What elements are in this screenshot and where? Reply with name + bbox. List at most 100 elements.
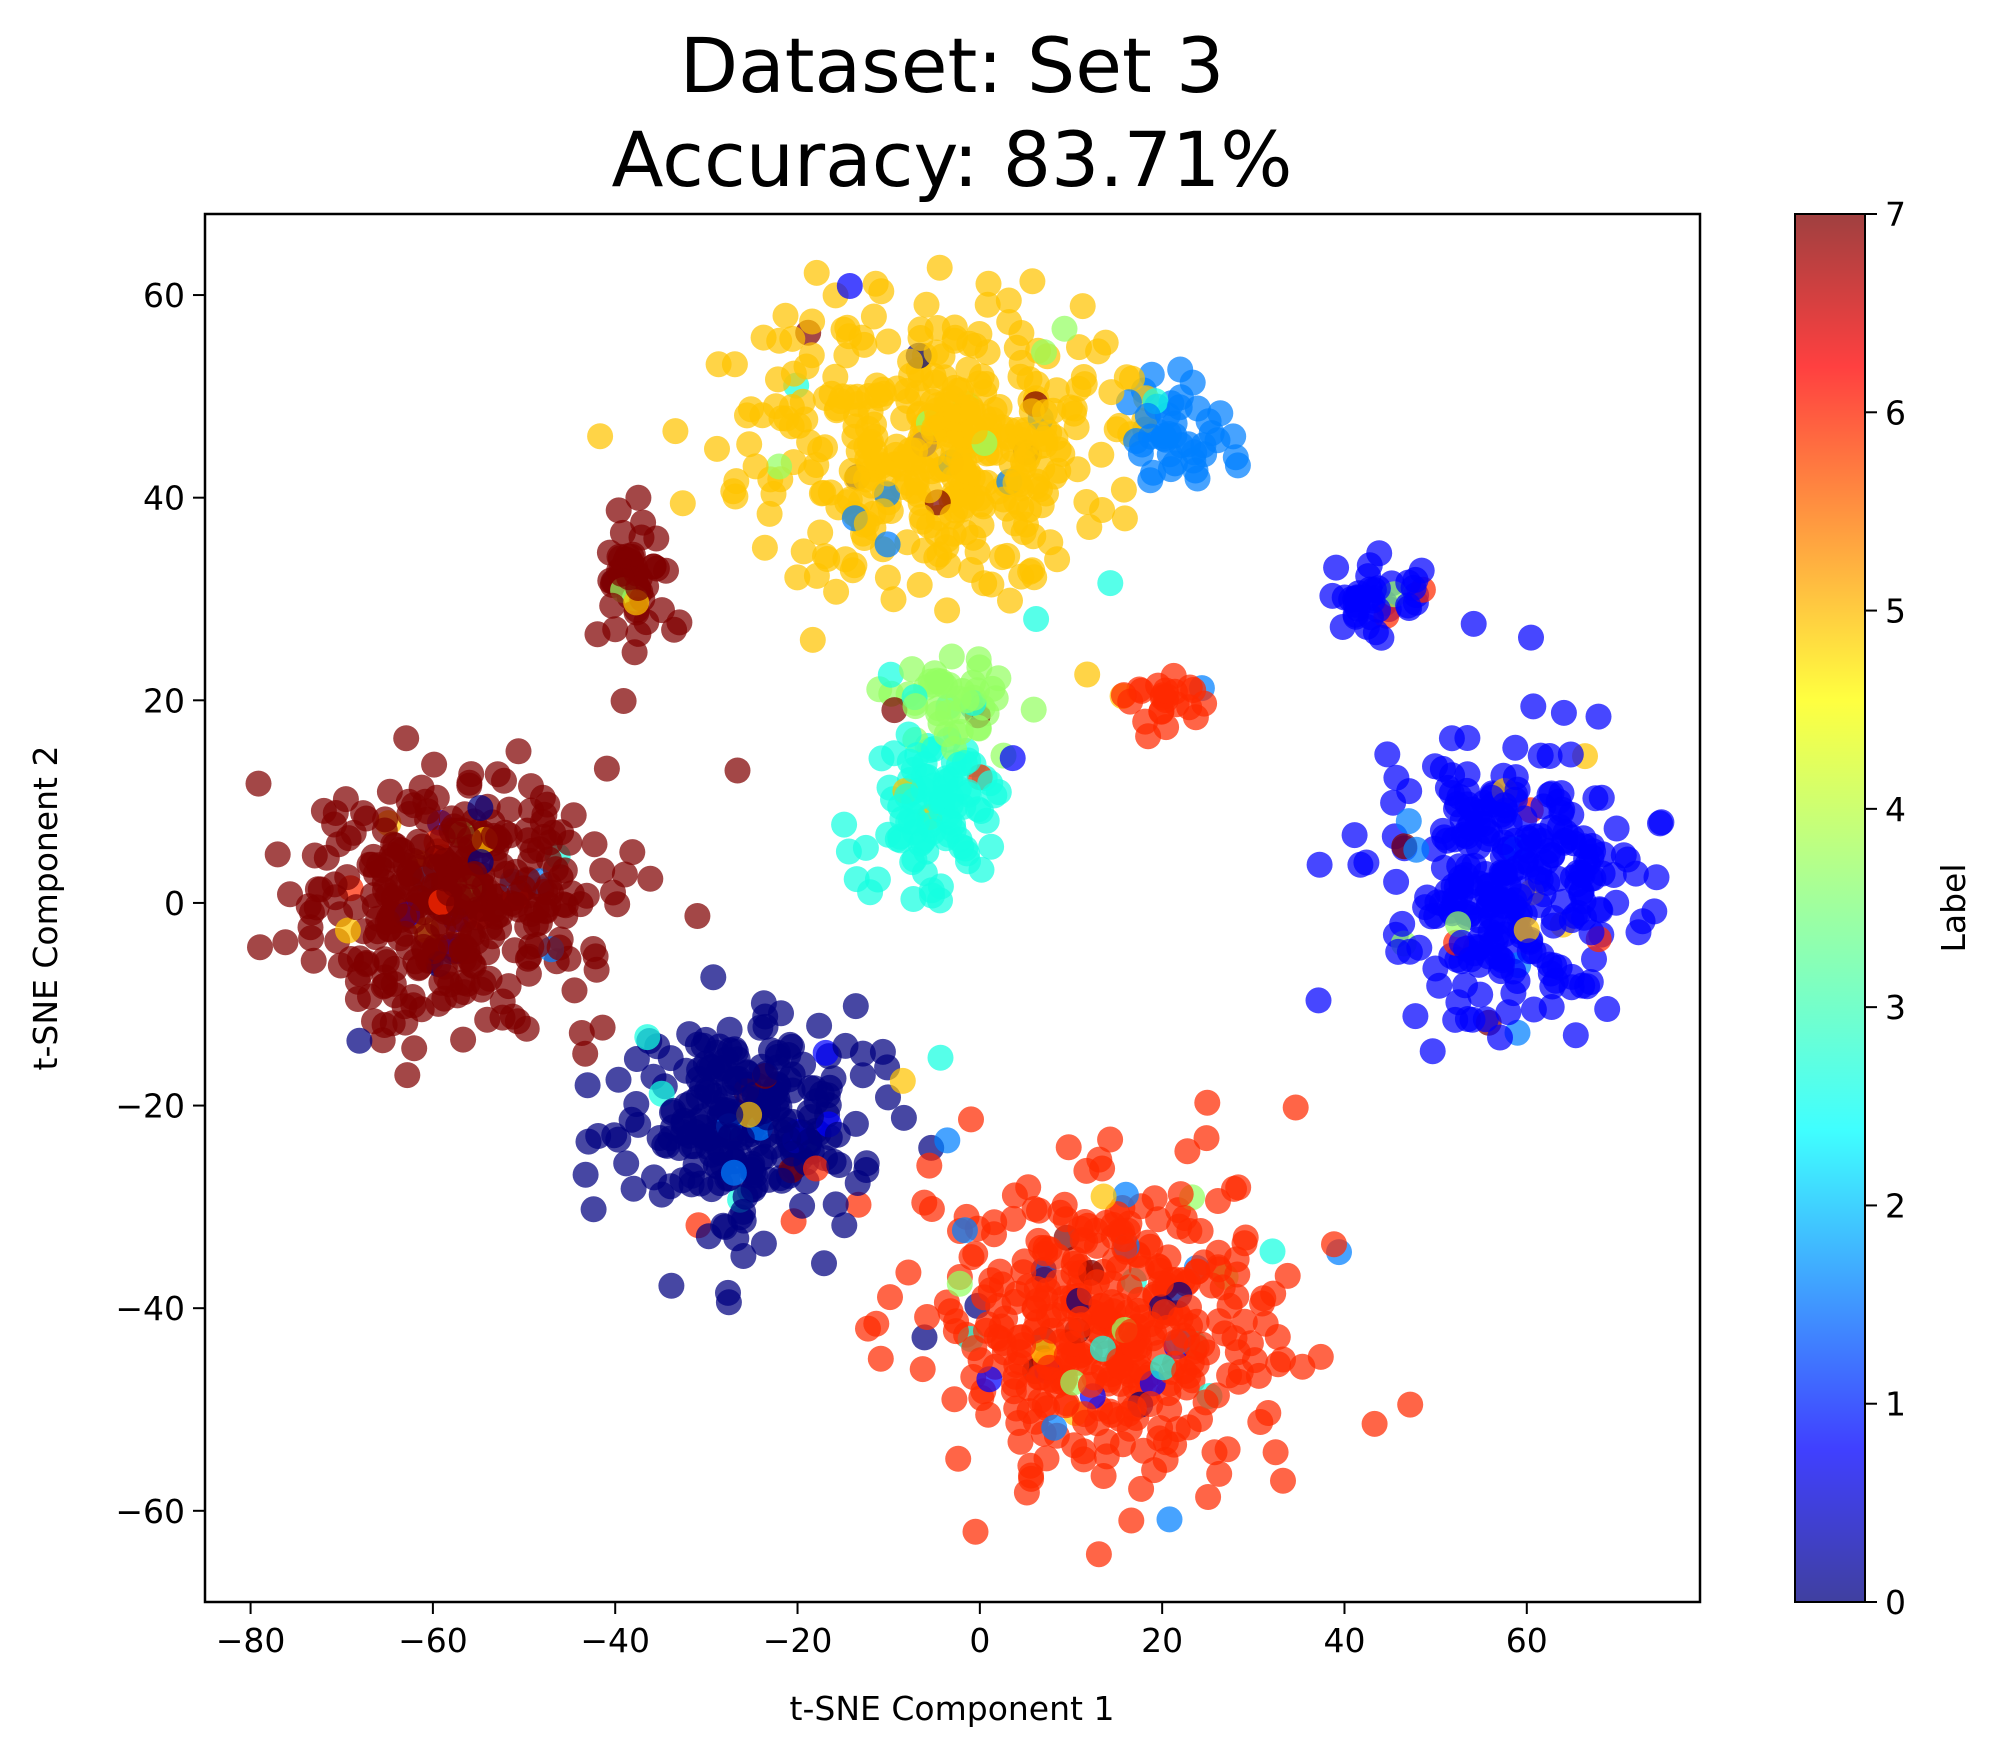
scatter-point bbox=[430, 914, 457, 941]
scatter-point bbox=[1221, 1175, 1247, 1202]
scatter-point bbox=[1207, 400, 1234, 427]
scatter-point bbox=[651, 1131, 678, 1158]
scatter-point bbox=[522, 911, 549, 938]
scatter-point bbox=[1076, 1279, 1103, 1306]
scatter-point bbox=[897, 437, 924, 463]
scatter-point bbox=[750, 1230, 777, 1257]
scatter-point bbox=[1019, 268, 1046, 295]
scatter-point bbox=[1520, 693, 1547, 720]
scatter-point bbox=[875, 328, 902, 355]
scatter-point bbox=[916, 1152, 943, 1179]
scatter-point bbox=[1021, 1317, 1048, 1344]
scatter-point bbox=[371, 817, 398, 844]
scatter-point bbox=[1264, 1324, 1291, 1350]
scatter-point bbox=[1097, 570, 1124, 597]
chart-title: Dataset: Set 3 bbox=[680, 21, 1225, 110]
scatter-point bbox=[806, 1012, 833, 1039]
scatter-point bbox=[796, 429, 823, 456]
scatter-point bbox=[678, 1162, 705, 1189]
scatter-point bbox=[937, 1298, 964, 1325]
scatter-point bbox=[889, 1067, 916, 1094]
scatter-point bbox=[1090, 1183, 1117, 1210]
scatter-point bbox=[1073, 1157, 1100, 1184]
scatter-point bbox=[581, 831, 608, 858]
scatter-point bbox=[940, 817, 967, 844]
scatter-point bbox=[910, 776, 937, 803]
scatter-point bbox=[1255, 1400, 1282, 1426]
scatter-point bbox=[823, 397, 850, 424]
scatter-point bbox=[1489, 947, 1516, 974]
scatter-point bbox=[1395, 808, 1422, 835]
scatter-point bbox=[880, 586, 907, 613]
scatter-point bbox=[1422, 955, 1449, 982]
scatter-point bbox=[1537, 960, 1564, 987]
scatter-point bbox=[1192, 1389, 1219, 1416]
scatter-point bbox=[1090, 1463, 1117, 1489]
scatter-point bbox=[1397, 1391, 1424, 1418]
scatter-point bbox=[981, 1221, 1007, 1248]
scatter-point bbox=[1093, 1428, 1120, 1455]
scatter-point bbox=[811, 1250, 837, 1277]
scatter-point bbox=[1111, 505, 1138, 532]
scatter-point bbox=[975, 270, 1002, 297]
scatter-point bbox=[1021, 1196, 1048, 1222]
scatter-point bbox=[1134, 402, 1161, 429]
scatter-point bbox=[1588, 784, 1615, 811]
scatter-point bbox=[357, 983, 383, 1010]
y-tick-label: −60 bbox=[115, 1492, 185, 1531]
scatter-point bbox=[979, 675, 1006, 702]
scatter-point bbox=[989, 544, 1016, 571]
scatter-point bbox=[797, 459, 824, 486]
scatter-point bbox=[669, 490, 696, 517]
scatter-point bbox=[1389, 910, 1416, 937]
scatter-point bbox=[1020, 696, 1047, 723]
scatter-point bbox=[1060, 400, 1087, 427]
scatter-point bbox=[700, 964, 727, 991]
scatter-point bbox=[946, 1270, 973, 1297]
scatter-point bbox=[951, 1217, 978, 1244]
scatter-point bbox=[986, 1258, 1013, 1285]
scatter-point bbox=[1641, 898, 1668, 925]
scatter-point bbox=[272, 929, 299, 956]
scatter-point bbox=[1558, 801, 1585, 828]
scatter-point bbox=[1383, 868, 1410, 895]
scatter-point bbox=[406, 954, 433, 981]
x-tick-label: 20 bbox=[1141, 1621, 1183, 1660]
scatter-point bbox=[723, 1225, 750, 1252]
scatter-point bbox=[1610, 842, 1637, 869]
scatter-point bbox=[722, 1038, 749, 1065]
scatter-point bbox=[1117, 688, 1144, 715]
scatter-point bbox=[902, 693, 929, 720]
scatter-point bbox=[1577, 866, 1604, 892]
scatter-point bbox=[410, 933, 437, 960]
scatter-point bbox=[625, 484, 652, 511]
colorbar-label: Label bbox=[1934, 863, 1973, 952]
scatter-point bbox=[916, 477, 943, 504]
scatter-point bbox=[1018, 398, 1045, 425]
scatter-point bbox=[766, 453, 793, 480]
scatter-point bbox=[396, 859, 423, 886]
scatter-point bbox=[583, 956, 610, 983]
scatter-point bbox=[640, 553, 667, 580]
scatter-point bbox=[1154, 1314, 1181, 1341]
scatter-point bbox=[864, 866, 891, 893]
scatter-point bbox=[1198, 420, 1225, 447]
scatter-point bbox=[321, 871, 348, 898]
scatter-point bbox=[378, 842, 405, 869]
scatter-point bbox=[506, 896, 533, 923]
scatter-point bbox=[1412, 894, 1439, 921]
scatter-point bbox=[790, 538, 817, 565]
scatter-point bbox=[999, 745, 1026, 772]
scatter-point bbox=[1156, 1506, 1183, 1533]
scatter-point bbox=[826, 1152, 853, 1178]
scatter-point bbox=[1477, 820, 1504, 847]
scatter-point bbox=[1590, 841, 1616, 868]
scatter-point bbox=[1085, 1541, 1112, 1568]
scatter-point bbox=[844, 1170, 871, 1196]
scatter-point bbox=[967, 1347, 994, 1374]
scatter-point bbox=[643, 525, 670, 552]
scatter-point bbox=[1194, 1089, 1221, 1116]
scatter-point bbox=[736, 1101, 763, 1128]
scatter-point bbox=[764, 1039, 791, 1066]
scatter-point bbox=[1594, 996, 1621, 1022]
